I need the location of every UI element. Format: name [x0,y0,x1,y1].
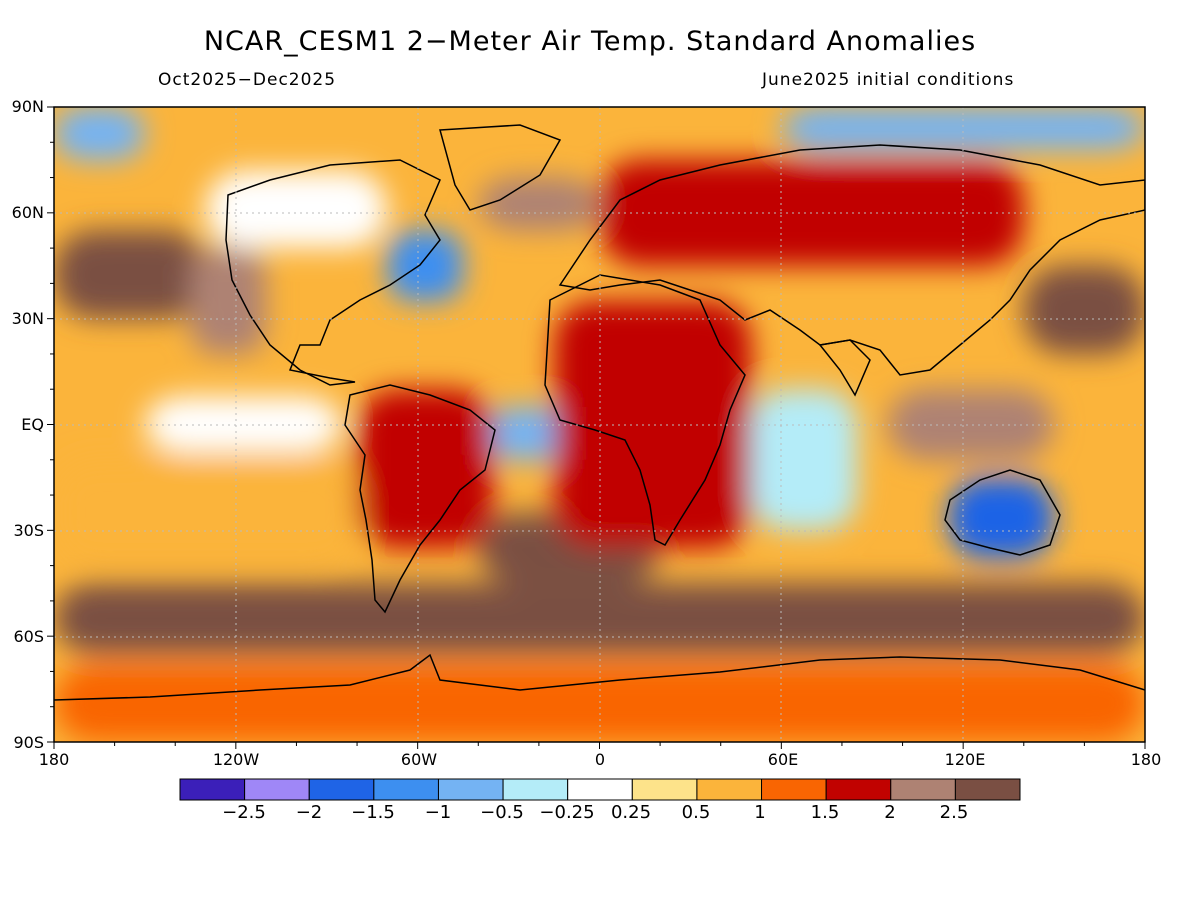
colorbar-swatch-2 [244,778,310,801]
lat-label-60n: 60N [11,203,44,222]
region-north-pacific [54,230,206,319]
colorbar-swatch-6 [502,778,569,801]
lon-label-0: 0 [594,750,606,769]
anomaly-field [54,107,1145,742]
region-northern-canada [205,170,388,249]
colorbar-swatch-11 [825,778,892,801]
colorbar-label-6: −0.25 [539,802,595,823]
region-australia [948,477,1055,559]
coast-south-america [344,384,496,614]
coast-eurasia [558,144,1145,376]
colorbar-label-8: 0.5 [681,802,711,823]
colorbar-label-12: 2.5 [939,802,969,823]
region-northwest-pacific [1023,265,1145,354]
gridlines [54,107,1145,742]
region-equatorial-east-pacific [144,396,342,453]
lat-label-eq: EQ [21,415,44,434]
region-south-america [357,389,494,548]
colorbar-swatch-4 [373,778,439,801]
colorbar [179,778,1021,801]
lat-label-30n: 30N [11,309,44,328]
colorbar-swatch-7 [567,778,633,801]
lat-label-90s: 90S [13,733,44,752]
colorbar-label-3: −1.5 [351,802,395,823]
axis-ticks [47,106,1146,749]
lon-label-180e: 180 [1130,750,1162,769]
initial-conditions: June2025 initial conditions [762,70,1015,90]
coast-north-america [225,159,441,386]
colorbar-swatch-1 [179,778,246,801]
colorbar-swatch-8 [631,778,698,801]
colorbar-swatch-10 [761,778,827,801]
colorbar-label-4: −1 [424,802,452,823]
colorbar-swatch-3 [308,778,375,801]
region-northeast-pacific-coast [190,248,267,354]
coast-antarctica [54,653,1145,701]
map-title: NCAR_CESM1 2−Meter Air Temp. Standard An… [203,26,977,57]
colorbar-swatch-5 [437,778,504,801]
colorbar-swatch-12 [890,778,956,801]
colorbar-swatch-9 [696,778,763,801]
coastlines [54,124,1145,701]
region-north-atlantic-greenland [478,177,600,231]
lon-label-120e: 120E [944,750,986,769]
colorbar-label-5: −0.5 [480,802,524,823]
region-south-pacific [54,459,358,566]
region-arctic-east [781,107,1145,150]
lat-label-90n: 90N [11,97,44,116]
colorbar-label-11: 2 [884,802,896,823]
coast-india [818,339,871,397]
colorbar-label-1: −2.5 [222,802,266,823]
colorbar-swatch-13 [954,778,1021,801]
region-arctic-west [54,107,145,160]
colorbar-label-2: −2 [295,802,323,823]
coast-greenland [439,124,562,211]
region-antarctica [54,664,1145,742]
coast-africa [544,274,746,546]
region-northwest-atlantic [387,230,464,302]
forecast-period: Oct2025−Dec2025 [158,70,337,90]
coast-australia [944,469,1061,556]
lon-label-60e: 60E [767,750,799,769]
lon-label-120w: 120W [212,750,260,769]
region-west-indian-ocean [751,389,858,531]
region-maritime-continent [887,389,1055,460]
colorbar-label-7: 0.25 [610,802,652,823]
lon-label-180w: 180 [38,750,70,769]
colorbar-label-9: 1 [754,802,766,823]
colorbar-label-10: 1.5 [810,802,840,823]
lat-label-30s: 30S [13,521,44,540]
lat-label-60s: 60S [13,627,44,646]
lon-label-60w: 60W [400,750,438,769]
